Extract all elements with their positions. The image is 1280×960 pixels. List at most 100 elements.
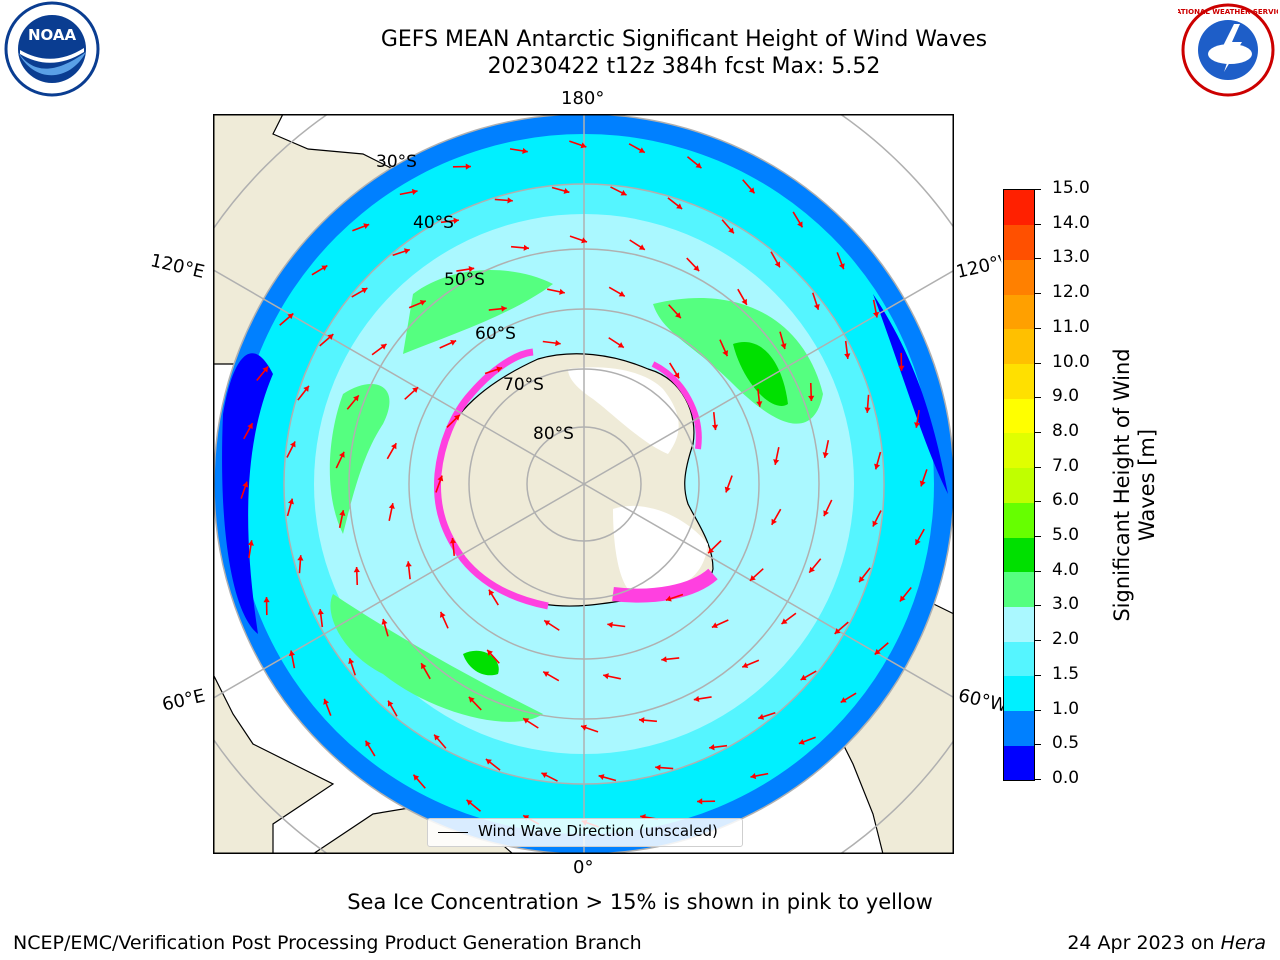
wave-arrow-head bbox=[771, 518, 777, 525]
wave-arrow-head bbox=[361, 287, 368, 294]
lon-label-60e: 60°E bbox=[160, 685, 208, 716]
colorbar-tick-label: 4.0 bbox=[1052, 559, 1080, 580]
wave-arrow-head bbox=[673, 372, 680, 379]
wave-arrow-head bbox=[781, 618, 788, 624]
wave-arrow-head bbox=[262, 366, 269, 373]
colorbar-tick-label: 13.0 bbox=[1052, 247, 1090, 268]
nws-logo-text: NATIONAL WEATHER SERVICE bbox=[1178, 8, 1278, 16]
wave-arrow-head bbox=[339, 510, 346, 516]
wave-arrow-head bbox=[544, 620, 551, 626]
wave-arrow-head bbox=[749, 575, 756, 581]
wave-arrow-head bbox=[750, 773, 757, 780]
wave-arrow-head bbox=[321, 265, 328, 271]
colorbar-tick-label: 1.5 bbox=[1052, 663, 1080, 684]
wave-arrow-head bbox=[323, 698, 330, 705]
colorbar bbox=[1003, 189, 1035, 781]
wave-arrow-head bbox=[555, 340, 561, 347]
colorbar-tick bbox=[1035, 570, 1041, 572]
wave-arrow-head bbox=[411, 188, 418, 195]
colorbar-segment bbox=[1004, 606, 1034, 642]
colorbar-segment bbox=[1004, 467, 1034, 503]
colorbar-segment bbox=[1004, 502, 1034, 538]
colorbar-segment bbox=[1004, 259, 1034, 295]
colorbar-tick bbox=[1035, 709, 1041, 711]
wave-arrow-head bbox=[873, 311, 880, 318]
wave-arrow-head bbox=[675, 312, 681, 319]
polar-map bbox=[213, 114, 954, 854]
wave-arrow-head bbox=[391, 443, 397, 450]
colorbar-segment bbox=[1004, 294, 1034, 330]
wave-arrow-head bbox=[287, 498, 294, 505]
wave-arrow-head bbox=[487, 649, 493, 656]
wave-arrow-head bbox=[559, 288, 565, 295]
wave-arrow-head bbox=[453, 217, 459, 224]
wave-arrow-head bbox=[607, 621, 613, 628]
wave-arrow-head bbox=[773, 459, 780, 465]
colorbar-tick-label: 12.0 bbox=[1052, 282, 1090, 303]
wave-arrow-head bbox=[639, 717, 645, 724]
credit-text: NCEP/EMC/Verification Post Processing Pr… bbox=[13, 932, 642, 954]
wave-arrow-head bbox=[563, 187, 570, 194]
wave-arrow-head bbox=[638, 147, 645, 153]
wave-arrow-head bbox=[363, 223, 370, 230]
wave-arrow-head bbox=[728, 227, 734, 234]
wave-arrow-head bbox=[488, 589, 495, 596]
wave-arrow-head bbox=[541, 772, 548, 778]
wave-arrow-head bbox=[468, 696, 475, 703]
lon-label-60w: 60°W bbox=[956, 685, 1006, 716]
colorbar-tick bbox=[1035, 466, 1041, 468]
wave-arrow-head bbox=[813, 303, 820, 310]
map-legend: Wind Wave Direction (unscaled) bbox=[427, 818, 743, 847]
wave-arrow-head bbox=[581, 237, 588, 244]
wave-arrow-head bbox=[287, 313, 294, 320]
colorbar-segment bbox=[1004, 328, 1034, 365]
wave-arrow-head bbox=[403, 248, 410, 255]
wave-arrow-head bbox=[774, 261, 781, 268]
colorbar-tick-label: 14.0 bbox=[1052, 212, 1090, 233]
wave-arrow-head bbox=[353, 567, 360, 573]
colorbar-segment bbox=[1004, 571, 1034, 607]
colorbar-tick bbox=[1035, 397, 1041, 399]
wave-arrow-head bbox=[523, 244, 529, 251]
wave-arrow-head bbox=[693, 695, 700, 702]
wave-arrow-head bbox=[722, 350, 729, 357]
colorbar-segment bbox=[1004, 641, 1034, 677]
lon-label-0: 0° bbox=[573, 857, 594, 878]
wave-arrow-head bbox=[697, 798, 703, 805]
wave-arrow-head bbox=[899, 595, 906, 602]
chart-title-line1: GEFS MEAN Antarctic Significant Height o… bbox=[380, 27, 988, 52]
wave-arrow-head bbox=[466, 799, 473, 806]
wave-arrow-head bbox=[449, 537, 457, 544]
wave-arrow-head bbox=[756, 401, 763, 407]
lat-label-40s: 40°S bbox=[413, 213, 454, 233]
svg-text:NOAA: NOAA bbox=[28, 26, 77, 44]
colorbar-tick bbox=[1035, 293, 1041, 295]
colorbar-tick bbox=[1035, 501, 1041, 503]
wave-arrow-head bbox=[655, 764, 661, 771]
machine-name: Hera bbox=[1220, 932, 1266, 954]
wave-arrow-head bbox=[620, 190, 627, 196]
wave-arrow-head bbox=[412, 387, 419, 393]
wave-arrow-head bbox=[844, 353, 851, 359]
wave-arrow-head bbox=[365, 740, 371, 747]
wave-arrow-head bbox=[288, 650, 295, 657]
wave-arrow-head bbox=[798, 738, 805, 745]
colorbar-segment bbox=[1004, 745, 1034, 781]
colorbar-tick bbox=[1035, 189, 1041, 190]
wave-arrow-head bbox=[507, 197, 513, 204]
wave-arrow-head bbox=[864, 407, 871, 413]
wave-arrow-head bbox=[711, 622, 718, 629]
colorbar-tick bbox=[1035, 744, 1041, 746]
wave-arrow-head bbox=[741, 298, 747, 305]
wave-arrow-head bbox=[439, 611, 446, 618]
wave-arrow-head bbox=[693, 265, 700, 272]
colorbar-tick-label: 7.0 bbox=[1052, 455, 1080, 476]
wave-arrow-head bbox=[711, 424, 719, 431]
wave-arrow-head bbox=[381, 619, 388, 625]
legend-line-swatch bbox=[438, 832, 468, 833]
wave-arrow-head bbox=[748, 187, 755, 194]
wave-arrow-head bbox=[603, 673, 609, 680]
colorbar-tick-label: 5.0 bbox=[1052, 525, 1080, 546]
wave-arrow-head bbox=[450, 339, 457, 346]
colorbar-title: Significant Height of Wind Waves [m] bbox=[1109, 348, 1159, 622]
